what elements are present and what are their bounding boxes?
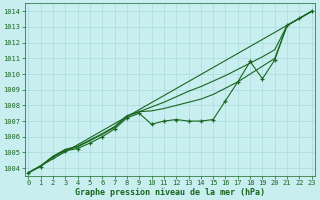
X-axis label: Graphe pression niveau de la mer (hPa): Graphe pression niveau de la mer (hPa) xyxy=(75,188,265,197)
